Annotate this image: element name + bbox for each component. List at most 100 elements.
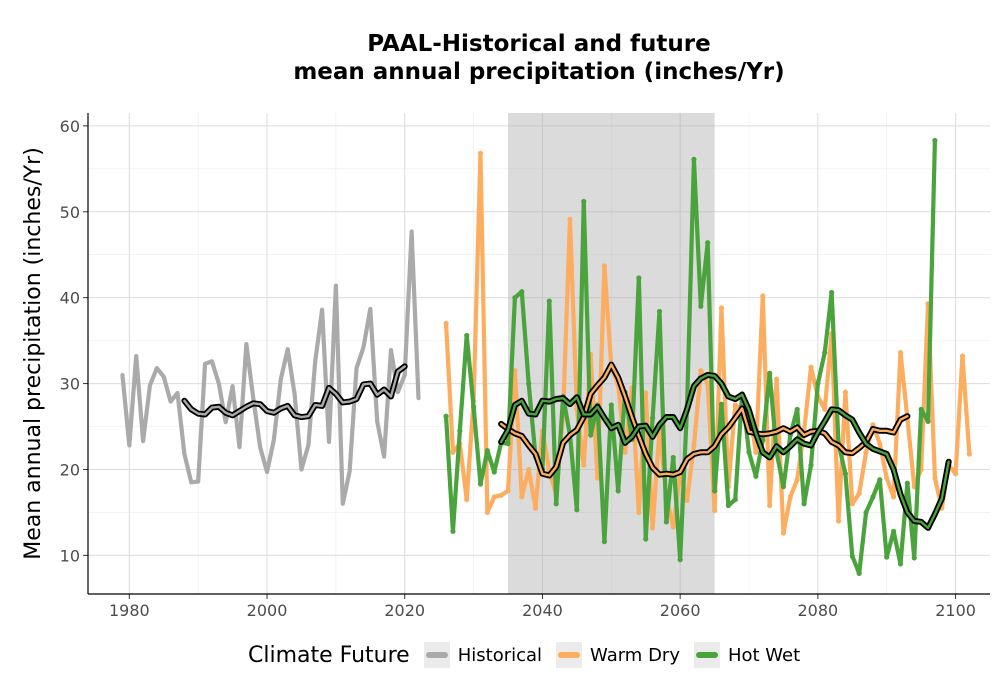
data-point-hot-wet	[753, 473, 759, 479]
data-point-warm-dry	[622, 449, 628, 455]
data-point-warm-dry	[464, 496, 470, 503]
data-point-hot-wet	[829, 289, 835, 296]
data-point-warm-dry	[897, 350, 904, 356]
data-point-hot-wet	[670, 454, 676, 461]
data-point-warm-dry	[711, 508, 718, 514]
data-point-warm-dry	[670, 524, 676, 530]
legend-item-historical: Historical	[423, 642, 542, 668]
data-point-warm-dry	[705, 380, 711, 387]
data-point-hot-wet	[615, 488, 621, 494]
data-point-hot-wet	[663, 519, 669, 525]
chart-title: PAAL-Historical and future mean annual p…	[88, 30, 990, 86]
data-point-warm-dry	[753, 449, 759, 455]
y-tick-label: 30	[60, 375, 80, 394]
data-point-hot-wet	[725, 502, 731, 509]
legend-key-historical	[423, 642, 450, 668]
data-point-hot-wet	[808, 462, 814, 468]
y-tick-label: 50	[60, 203, 80, 222]
data-point-hot-wet	[863, 509, 869, 516]
data-point-warm-dry	[567, 216, 573, 223]
data-point-warm-dry	[856, 490, 862, 497]
data-point-hot-wet	[656, 308, 663, 315]
data-point-warm-dry	[477, 150, 484, 156]
data-point-warm-dry	[594, 475, 601, 481]
data-point-warm-dry	[650, 525, 656, 531]
legend-item-warm-dry: Warm Dry	[556, 642, 680, 668]
data-point-warm-dry	[884, 475, 890, 481]
x-tick-label: 2040	[522, 601, 563, 620]
data-point-warm-dry	[519, 494, 525, 500]
data-point-hot-wet	[705, 240, 711, 246]
data-point-warm-dry	[498, 492, 504, 498]
moving-average-line-historical	[183, 365, 406, 419]
legend-label-warm-dry: Warm Dry	[590, 644, 680, 666]
data-point-warm-dry	[684, 497, 690, 503]
data-point-warm-dry	[835, 518, 842, 524]
data-point-hot-wet	[746, 449, 752, 455]
data-point-warm-dry	[932, 475, 938, 481]
data-point-hot-wet	[601, 539, 608, 545]
data-point-hot-wet	[711, 488, 718, 494]
data-point-hot-wet	[588, 432, 594, 438]
data-point-hot-wet	[842, 471, 849, 477]
data-point-hot-wet	[897, 561, 904, 567]
data-point-warm-dry	[526, 466, 532, 473]
data-point-hot-wet	[553, 501, 559, 507]
legend-item-hot-wet: Hot Wet	[693, 642, 801, 668]
data-point-hot-wet	[732, 496, 738, 503]
x-tick-label: 2060	[660, 601, 701, 620]
data-point-warm-dry	[601, 263, 608, 269]
moving-average-historical	[181, 363, 408, 421]
legend: Climate Future Historical Warm Dry Hot W…	[248, 640, 814, 670]
data-point-hot-wet	[464, 332, 470, 339]
y-tick-label: 60	[60, 117, 80, 136]
x-tick-label: 2100	[935, 601, 976, 620]
legend-key-hot-wet	[693, 642, 720, 668]
data-point-warm-dry	[450, 449, 456, 455]
legend-title: Climate Future	[248, 642, 410, 668]
y-tick-label: 10	[60, 546, 80, 565]
y-tick-label: 20	[60, 460, 80, 479]
data-point-hot-wet	[512, 295, 518, 301]
data-point-warm-dry	[767, 502, 773, 509]
data-point-hot-wet	[698, 303, 704, 309]
x-tick-label: 1980	[109, 601, 150, 620]
data-point-hot-wet	[767, 370, 773, 376]
data-point-warm-dry	[780, 530, 787, 536]
data-point-warm-dry	[877, 441, 883, 447]
data-point-warm-dry	[870, 422, 876, 428]
data-point-hot-wet	[891, 528, 897, 534]
data-point-hot-wet	[904, 480, 910, 486]
data-point-hot-wet	[932, 137, 938, 144]
data-point-hot-wet	[519, 289, 525, 295]
data-point-hot-wet	[581, 198, 587, 205]
data-point-hot-wet	[457, 428, 463, 434]
data-point-warm-dry	[636, 509, 642, 516]
data-point-hot-wet	[870, 494, 876, 500]
legend-key-warm-dry	[556, 642, 583, 668]
data-point-hot-wet	[470, 404, 477, 410]
data-point-warm-dry	[822, 406, 828, 412]
data-point-warm-dry	[505, 488, 511, 494]
moving-average-line-warm-dry	[499, 363, 909, 477]
data-point-hot-wet	[691, 156, 697, 162]
data-point-warm-dry	[581, 462, 587, 468]
data-point-hot-wet	[815, 380, 821, 387]
data-point-hot-wet	[443, 413, 449, 419]
chart-title-line-2: mean annual precipitation (inches/Yr)	[293, 59, 785, 85]
axis-layer: 1980 2000 2020 2040 2060 2080 2100 10 20 30 40 50 60	[60, 113, 990, 620]
data-point-hot-wet	[450, 528, 456, 534]
legend-label-hot-wet: Hot Wet	[727, 644, 801, 666]
data-point-hot-wet	[925, 418, 931, 424]
y-axis-label: Mean annual precipitation (inches/Yr)	[21, 147, 46, 560]
moving-average-hot-wet	[498, 371, 952, 531]
data-point-hot-wet	[918, 406, 924, 412]
x-tick-label: 2020	[384, 601, 425, 620]
data-point-hot-wet	[801, 501, 807, 507]
data-point-hot-wet	[794, 406, 800, 412]
data-point-warm-dry	[966, 451, 972, 457]
data-point-warm-dry	[484, 509, 490, 516]
legend-swatch-warm-dry	[558, 652, 581, 658]
moving-average-warm-dry	[498, 361, 911, 479]
